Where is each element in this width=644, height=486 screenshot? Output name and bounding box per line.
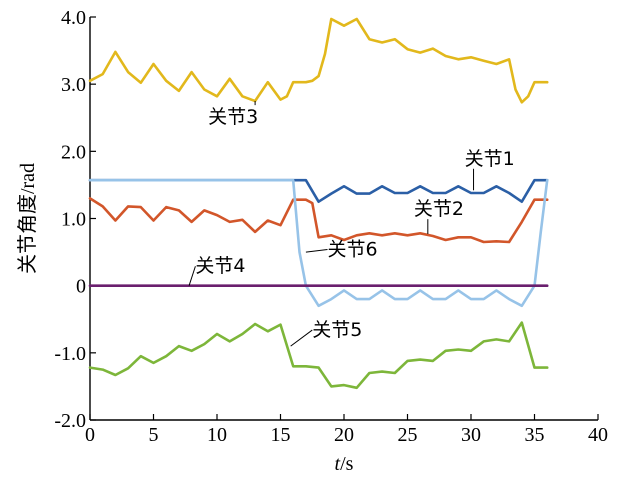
y-ticks: -2.0 -1.0 0 1.0 2.0 3.0 4.0 [54,7,96,432]
annotation-label: 关节3 [208,106,258,128]
x-axis-title-unit: /s [340,453,354,475]
y-tick-label: 2.0 [61,141,86,163]
annotation-label: 关节6 [327,238,377,260]
y-tick-label: 1.0 [61,209,86,231]
x-axis-title: t/s [335,453,354,475]
x-ticks: 0 5 10 15 20 25 30 35 40 [85,414,608,446]
annotation-label: 关节2 [414,198,464,220]
x-axis-title-variable: t [335,453,341,475]
series-line-6 [88,321,549,390]
x-tick-label: 10 [207,424,227,446]
annotation-leader [290,329,313,347]
y-tick-label: 3.0 [61,74,86,96]
x-tick-label: 5 [149,424,159,446]
y-tick-label: 4.0 [61,7,86,29]
y-axis-title: 关节角度/rad [16,163,39,274]
annotation-label: 关节1 [465,148,515,170]
series-line-2 [88,178,549,203]
series-layer [88,17,549,390]
x-tick-label: 30 [461,424,481,446]
annotation-label: 关节5 [312,319,362,341]
y-tick-label: -1.0 [54,343,86,365]
axes: 0 5 10 15 20 25 30 35 40 -2.0 -1.0 0 1.0 2.0 3.0 4.0 [54,7,608,446]
x-tick-label: 20 [334,424,354,446]
y-tick-label: -2.0 [54,410,86,432]
series-line-3 [88,197,549,244]
y-tick-label: 0 [76,276,86,298]
x-tick-label: 40 [588,424,608,446]
series-line-4 [88,178,549,308]
annotation-leader [305,248,328,253]
series-line-1 [88,17,549,104]
annotation-layer: 关节3 关节1 关节2 关节6 关节4 关节5 [188,100,515,347]
annotation-label: 关节4 [195,255,245,277]
x-tick-label: 0 [85,424,95,446]
x-tick-label: 35 [525,424,545,446]
annotation-leader [188,266,196,286]
x-tick-label: 25 [398,424,418,446]
x-tick-label: 15 [271,424,291,446]
